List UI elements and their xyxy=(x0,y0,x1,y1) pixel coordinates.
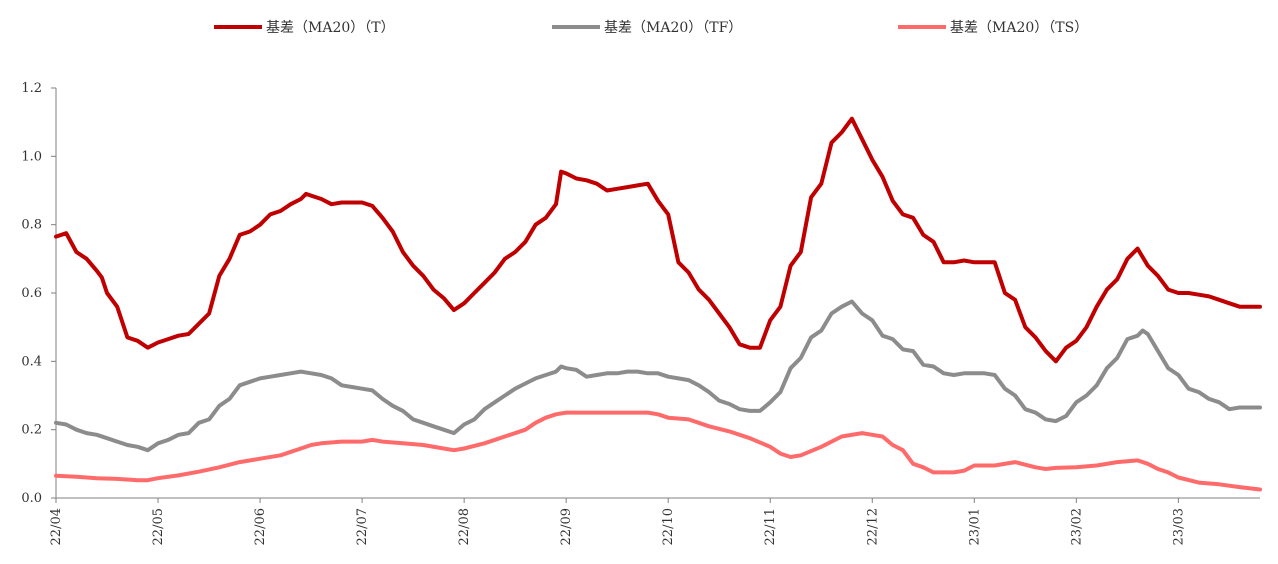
x-tick-label: 22/10 xyxy=(661,508,676,545)
legend: 基差（MA20）（T） 基差（MA20）（TF） 基差（MA20）（TS） xyxy=(214,19,1088,36)
x-tick-label: 22/05 xyxy=(151,508,166,545)
x-tick-label: 22/06 xyxy=(253,508,268,545)
x-tick-label: 22/08 xyxy=(457,508,472,545)
y-tick-label: 0.0 xyxy=(21,491,42,506)
legend-label-t: 基差（MA20）（T） xyxy=(266,19,395,36)
series-line-tf xyxy=(54,299,1262,453)
x-tick-label: 22/12 xyxy=(865,508,880,545)
y-tick-label: 0.4 xyxy=(21,354,42,369)
series-layer xyxy=(54,116,1262,492)
x-tick-label: 22/04 xyxy=(49,508,64,545)
x-tick-label: 23/01 xyxy=(967,508,982,545)
x-tick-label: 22/07 xyxy=(355,508,370,545)
y-tick-label: 1.0 xyxy=(21,149,42,164)
axes: 0.0 0.2 0.4 0.6 0.8 1.0 1.2 22/04 22/05 22/06 22/0… xyxy=(21,81,1260,545)
y-tick-label: 1.2 xyxy=(21,81,42,96)
y-tick-label: 0.8 xyxy=(21,218,42,233)
x-tick-label: 22/09 xyxy=(559,508,574,545)
series-line-t xyxy=(54,116,1262,364)
legend-label-ts: 基差（MA20）（TS） xyxy=(950,19,1088,36)
x-tick-label: 23/03 xyxy=(1171,508,1186,545)
legend-label-tf: 基差（MA20）（TF） xyxy=(604,19,742,36)
y-tick-label: 0.6 xyxy=(21,286,42,301)
x-tick-label: 23/02 xyxy=(1069,508,1084,545)
x-tick-label: 22/11 xyxy=(763,508,778,545)
y-tick-label: 0.2 xyxy=(21,423,42,438)
series-line-ts xyxy=(54,410,1262,492)
